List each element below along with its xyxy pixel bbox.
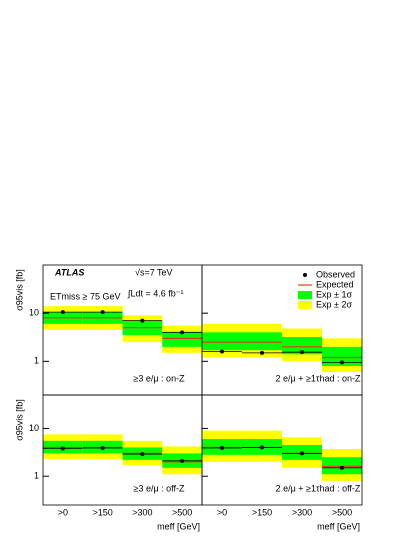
y-tick-label: 1 [34, 356, 39, 366]
y-tick-label: 10 [29, 423, 39, 433]
band-1sigma [282, 337, 322, 355]
experiment: ATLAS [54, 267, 84, 277]
legend-swatch [303, 273, 307, 277]
x-tick-label: >500 [172, 507, 192, 517]
x-tick-label: >500 [332, 507, 352, 517]
energy: √s=7 TeV [135, 267, 173, 277]
observed [260, 350, 264, 355]
observed [180, 458, 185, 463]
observed [340, 360, 344, 365]
x-tick-label: >0 [217, 507, 227, 517]
legend-swatch [298, 291, 312, 299]
observed [340, 465, 344, 470]
observed [100, 310, 105, 315]
observed [100, 445, 105, 450]
observed [140, 452, 145, 457]
legend-label: Observed [316, 269, 355, 279]
band-1sigma [322, 346, 362, 367]
y-axis-label: σ95vis [fb] [14, 269, 24, 311]
x-tick-label: >300 [292, 507, 312, 517]
x-tick-label: >150 [92, 507, 112, 517]
band-1sigma [242, 332, 282, 351]
panel-label: 2 e/μ + ≥1τhad : off-Z [276, 483, 361, 493]
y-axis-label: σ95vis [fb] [14, 399, 24, 441]
observed [140, 318, 145, 323]
observed [60, 446, 65, 451]
observed [220, 445, 224, 450]
observed [260, 445, 264, 450]
band-1sigma [162, 332, 202, 347]
observed [220, 349, 224, 354]
observed [300, 451, 304, 456]
band-1sigma [202, 332, 242, 351]
x-axis-label: meff [GeV] [317, 521, 360, 531]
panel-label: 2 e/μ + ≥1τhad : on-Z [276, 373, 361, 383]
observed [300, 350, 304, 355]
observed [60, 310, 65, 315]
x-tick-label: >0 [58, 507, 68, 517]
legend-swatch [298, 301, 312, 309]
legend-label: Expected [316, 279, 354, 289]
x-tick-label: >150 [252, 507, 272, 517]
x-axis-label: meff [GeV] [157, 521, 200, 531]
legend-label: Exp ± 2σ [316, 299, 352, 309]
legend-label: Exp ± 1σ [316, 289, 352, 299]
panel-label: ≥3 e/μ : on-Z [133, 373, 185, 383]
panel-frame [201, 394, 363, 506]
lumi: ∫Ldt = 4.6 fb⁻¹ [127, 288, 184, 298]
observed [180, 330, 185, 335]
band-1sigma [322, 457, 362, 475]
panel-label: ≥3 e/μ : off-Z [134, 483, 185, 493]
x-tick-label: >300 [132, 507, 152, 517]
met-cut: ETmiss ≥ 75 GeV [50, 291, 120, 301]
y-tick-label: 1 [34, 471, 39, 481]
y-tick-label: 10 [29, 308, 39, 318]
